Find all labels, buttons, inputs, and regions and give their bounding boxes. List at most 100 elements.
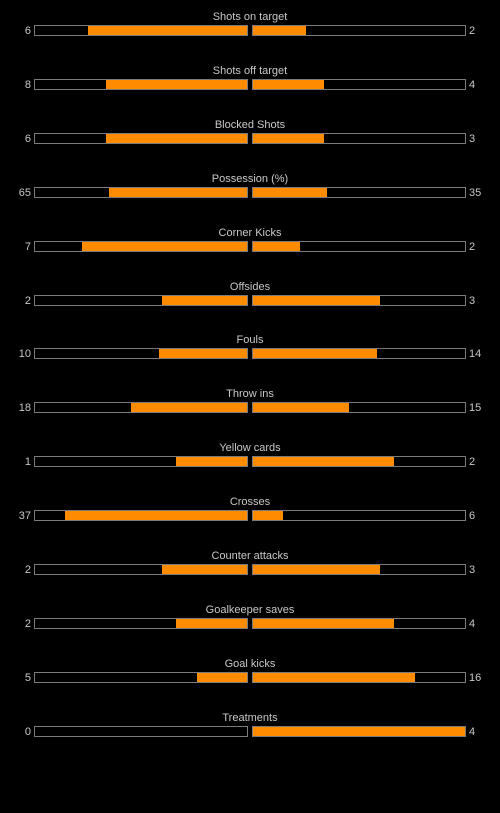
away-bar-fill	[253, 296, 381, 305]
away-bar	[252, 295, 466, 306]
stat-row: Throw ins 18 15	[0, 388, 500, 434]
away-value: 3	[469, 564, 476, 576]
home-bar-fill	[158, 349, 247, 358]
home-bar-fill	[131, 403, 247, 412]
stat-label: Offsides	[229, 281, 271, 293]
home-value: 6	[24, 25, 31, 37]
home-bar	[34, 133, 248, 144]
away-bar	[252, 133, 466, 144]
away-bar-fill	[253, 134, 324, 143]
stat-row: Goal kicks 5 16	[0, 658, 500, 704]
home-bar-fill	[105, 80, 247, 89]
home-bar	[34, 187, 248, 198]
away-bar	[252, 25, 466, 36]
home-value: 2	[24, 618, 31, 630]
home-value: 37	[18, 510, 31, 522]
home-value: 6	[24, 133, 31, 145]
away-bar-fill	[253, 511, 283, 520]
away-value: 4	[469, 79, 476, 91]
stat-label: Possession (%)	[211, 173, 289, 185]
away-bar-fill	[253, 242, 301, 251]
home-bar	[34, 456, 248, 467]
away-bar	[252, 187, 466, 198]
home-value: 2	[24, 564, 31, 576]
home-bar-fill	[82, 242, 247, 251]
away-bar	[252, 618, 466, 629]
home-value: 2	[24, 295, 31, 307]
home-bar-fill	[109, 188, 247, 197]
home-bar-fill	[162, 296, 247, 305]
stat-label: Shots on target	[212, 11, 288, 23]
stat-label: Blocked Shots	[214, 119, 286, 131]
home-bar	[34, 510, 248, 521]
away-value: 14	[469, 348, 482, 360]
home-bar-fill	[64, 511, 247, 520]
away-value: 15	[469, 402, 482, 414]
away-bar-fill	[253, 26, 306, 35]
away-bar-fill	[253, 80, 324, 89]
home-bar	[34, 241, 248, 252]
home-bar	[34, 25, 248, 36]
stat-row: Crosses 37 6	[0, 496, 500, 542]
stat-label: Goalkeeper saves	[205, 604, 295, 616]
away-bar-fill	[253, 188, 328, 197]
home-bar	[34, 726, 248, 737]
stat-label: Corner Kicks	[218, 227, 282, 239]
away-bar-fill	[253, 565, 381, 574]
stat-row: Blocked Shots 6 3	[0, 119, 500, 165]
home-bar	[34, 402, 248, 413]
away-bar	[252, 564, 466, 575]
stat-row: Yellow cards 1 2	[0, 442, 500, 488]
away-bar	[252, 348, 466, 359]
stat-label: Counter attacks	[211, 550, 289, 562]
stat-label: Fouls	[236, 334, 264, 346]
away-bar	[252, 79, 466, 90]
home-value: 5	[24, 672, 31, 684]
stat-label: Yellow cards	[219, 442, 281, 454]
stat-row: Possession (%) 65 35	[0, 173, 500, 219]
home-value: 1	[24, 456, 31, 468]
away-bar	[252, 726, 466, 737]
home-bar	[34, 672, 248, 683]
home-value: 8	[24, 79, 31, 91]
home-bar	[34, 618, 248, 629]
home-value: 10	[18, 348, 31, 360]
stat-row: Goalkeeper saves 2 4	[0, 604, 500, 650]
stat-label: Shots off target	[212, 65, 288, 77]
stat-row: Fouls 10 14	[0, 334, 500, 380]
home-bar-fill	[162, 565, 247, 574]
home-bar	[34, 79, 248, 90]
home-bar	[34, 564, 248, 575]
away-value: 4	[469, 726, 476, 738]
home-value: 7	[24, 241, 31, 253]
away-bar	[252, 456, 466, 467]
home-bar-fill	[176, 457, 247, 466]
home-value: 65	[18, 187, 31, 199]
stat-row: Shots on target 6 2	[0, 11, 500, 57]
stat-row: Offsides 2 3	[0, 281, 500, 327]
away-bar	[252, 672, 466, 683]
stat-row: Treatments 0 4	[0, 712, 500, 758]
home-bar	[34, 348, 248, 359]
home-value: 18	[18, 402, 31, 414]
away-value: 35	[469, 187, 482, 199]
home-bar-fill	[176, 619, 247, 628]
stat-label: Throw ins	[226, 388, 274, 400]
home-value: 0	[24, 726, 31, 738]
away-bar-fill	[253, 727, 465, 736]
away-bar-fill	[253, 673, 415, 682]
home-bar-fill	[105, 134, 247, 143]
stat-label: Goal kicks	[224, 658, 276, 670]
away-bar	[252, 402, 466, 413]
away-value: 3	[469, 295, 476, 307]
away-value: 6	[469, 510, 476, 522]
away-bar-fill	[253, 457, 395, 466]
away-value: 4	[469, 618, 476, 630]
away-value: 2	[469, 25, 476, 37]
away-bar-fill	[253, 403, 350, 412]
away-bar-fill	[253, 619, 395, 628]
stat-row: Counter attacks 2 3	[0, 550, 500, 596]
stat-row: Corner Kicks 7 2	[0, 227, 500, 273]
away-bar	[252, 241, 466, 252]
home-bar-fill	[196, 673, 247, 682]
